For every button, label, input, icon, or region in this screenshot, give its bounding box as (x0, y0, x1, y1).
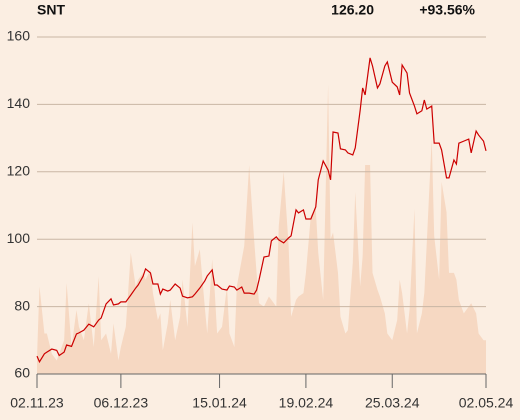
x-tick-label: 25.03.24 (365, 395, 420, 411)
volume-area (37, 84, 486, 375)
change-label: +93.56% (419, 2, 475, 18)
x-tick-label: 02.05.24 (459, 395, 514, 411)
x-tick-label: 15.01.24 (192, 395, 247, 411)
y-tick-label: 80 (14, 297, 30, 313)
y-tick-label: 160 (7, 28, 31, 44)
price-label: 126.20 (331, 2, 374, 18)
x-tick-label: 19.02.24 (279, 395, 334, 411)
y-tick-label: 100 (7, 230, 31, 246)
x-tick-label: 06.12.23 (94, 395, 149, 411)
y-tick-label: 60 (14, 365, 30, 381)
price-line (36, 57, 487, 364)
y-tick-label: 120 (7, 163, 31, 179)
y-tick-label: 140 (7, 95, 31, 111)
x-tick-label: 02.11.23 (10, 395, 64, 411)
chart-title: SNT (37, 2, 65, 18)
